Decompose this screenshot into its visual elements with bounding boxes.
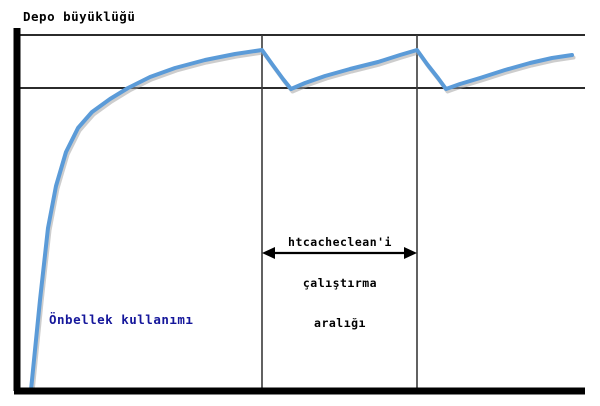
annotation-line-2: çalıştırma: [302, 275, 378, 290]
cache-usage-curve: [29, 48, 574, 392]
annotation-line-1: htcacheclean'i: [288, 235, 392, 249]
y-axis-title: Depo büyüklüğü: [23, 9, 136, 24]
annotation-line-3: aralığı: [314, 316, 366, 330]
htcacheclean-interval-annotation: htcacheclean'i çalıştırma aralığı: [262, 209, 418, 358]
interval-arrow: [262, 247, 417, 259]
cache-usage-series-label: Önbellek kullanımı: [49, 312, 194, 327]
